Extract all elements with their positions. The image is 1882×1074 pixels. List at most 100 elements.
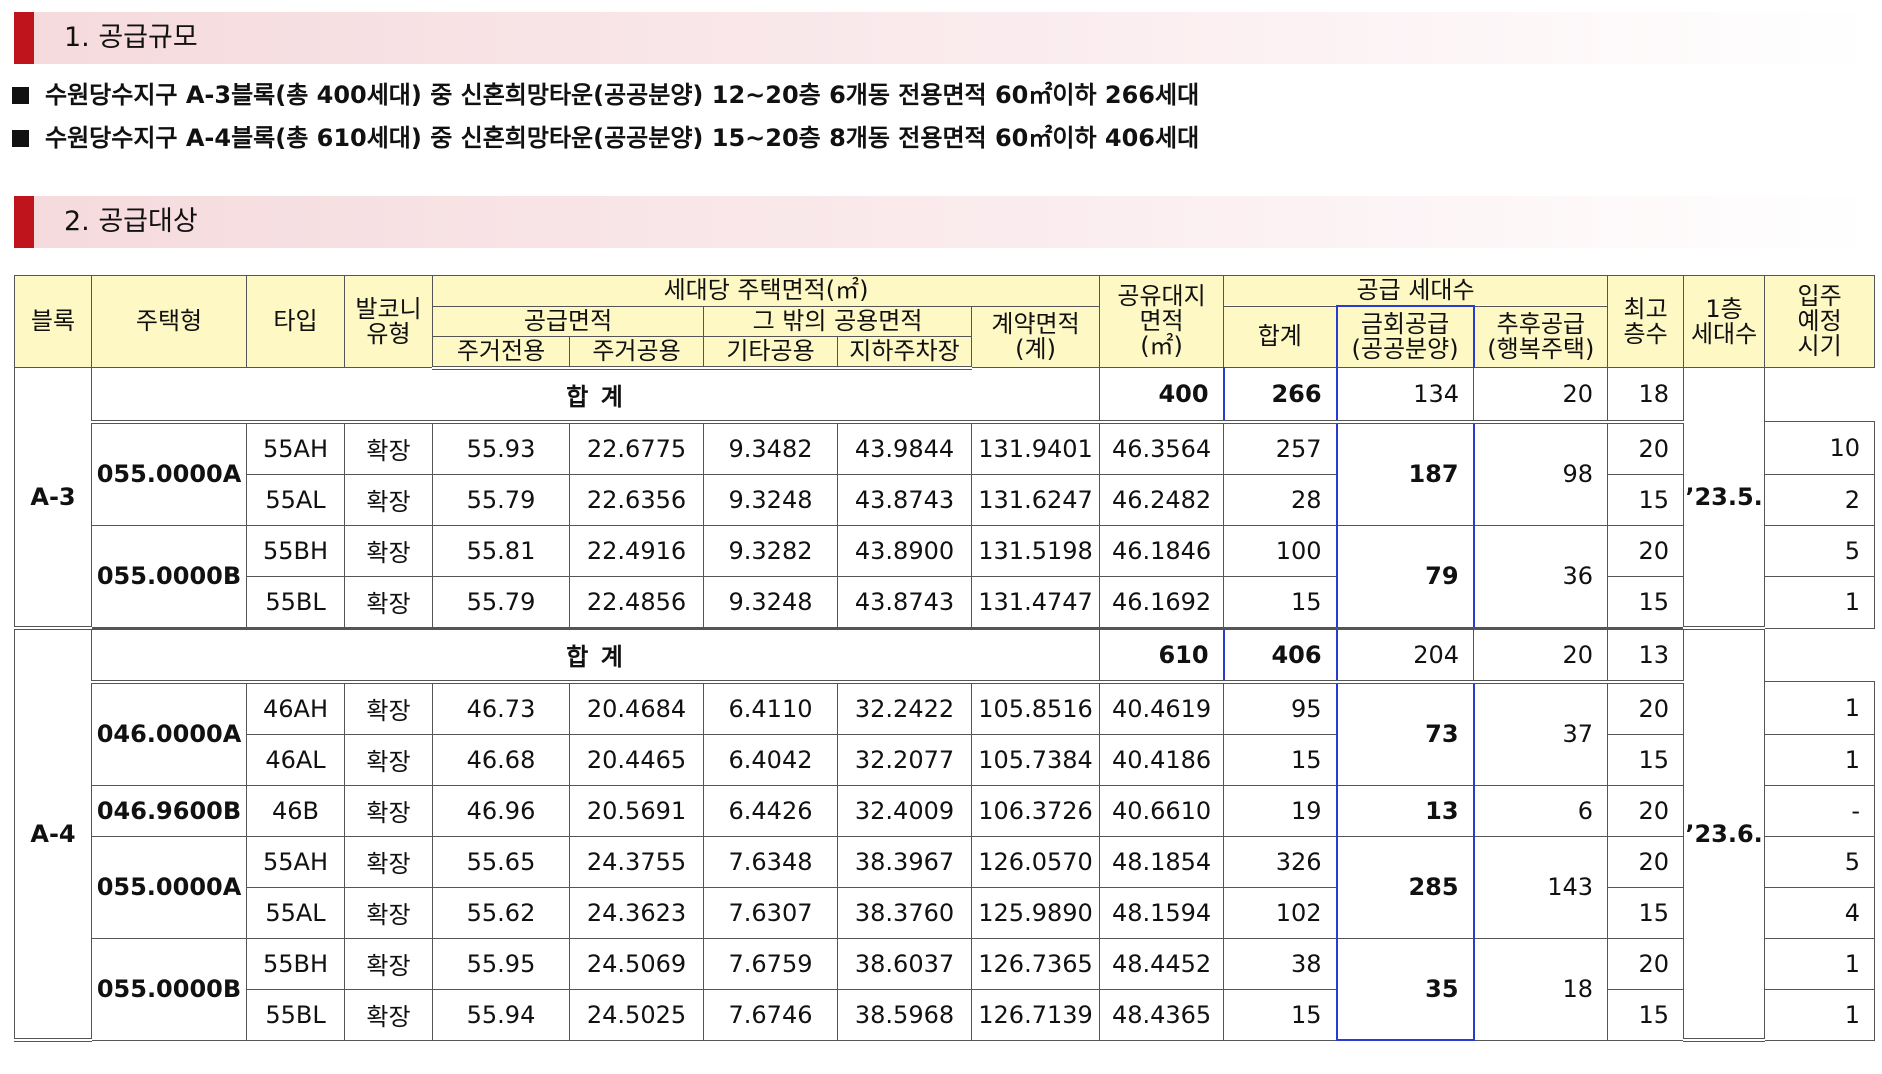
supply-table: 블록 주택형 타입 발코니 유형 세대당 주택면적(㎡) 공유대지 면적 (㎡) 공급… xyxy=(14,275,1876,1042)
other-common-area: 7.6746 xyxy=(703,988,838,1041)
parking-area: 32.2077 xyxy=(837,733,972,786)
other-common-area: 9.3282 xyxy=(703,524,838,577)
unit-sum: 326 xyxy=(1223,835,1338,888)
contract-area: 126.0570 xyxy=(970,835,1101,888)
table-row: 046.0000A 46AH 확장 46.73 20.4684 6.4110 32.2422… xyxy=(15,681,1876,786)
housing-type: 046.0000A xyxy=(91,681,247,786)
exclusive-area: 55.94 xyxy=(432,988,570,1041)
future-supply: 98 xyxy=(1473,421,1609,526)
balcony-cell: 확장 xyxy=(344,421,433,475)
land-area: 48.4365 xyxy=(1099,988,1225,1041)
other-common-area: 7.6348 xyxy=(703,835,838,888)
max-floor: 15 xyxy=(1607,575,1685,629)
max-floor: 20 xyxy=(1607,421,1685,475)
residential-common-area: 20.4465 xyxy=(569,733,704,786)
contract-area: 105.7384 xyxy=(970,733,1101,786)
table-row: 055.0000B 55BH 확장 55.95 24.5069 7.6759 38.6037… xyxy=(15,937,1876,1041)
header-supply-area: 공급면적 xyxy=(432,305,704,337)
exclusive-area: 55.95 xyxy=(432,937,570,990)
section-title: 2. 공급대상 xyxy=(64,206,198,237)
parking-area: 43.8743 xyxy=(837,473,972,526)
residential-common-area: 20.4684 xyxy=(569,681,704,735)
header-max-floor: 최고 층수 xyxy=(1607,275,1685,368)
first-floor-units: 1 xyxy=(1764,575,1876,629)
max-floor: 20 xyxy=(1607,524,1685,577)
parking-area: 38.3760 xyxy=(837,886,972,939)
housing-type: 055.0000A xyxy=(91,835,247,939)
residential-common-area: 20.5691 xyxy=(569,784,704,837)
total-max-floor: 20 xyxy=(1473,367,1609,424)
exclusive-area: 55.79 xyxy=(432,473,570,526)
future-supply: 143 xyxy=(1473,835,1609,939)
section-marker xyxy=(14,12,34,64)
section-header-supply-scale: 1. 공급규모 xyxy=(14,12,1874,64)
contract-area: 126.7139 xyxy=(970,988,1101,1041)
header-residential-common: 주거공용 xyxy=(569,335,704,370)
table-row: 55BL 확장 55.79 22.4856 9.3248 43.8743 131.4747 4… xyxy=(15,575,1876,629)
contract-area: 131.6247 xyxy=(970,473,1101,526)
land-area: 48.1854 xyxy=(1099,835,1225,888)
table-row: 055.0000A 55AH 확장 55.93 22.6775 9.3482 43.9844… xyxy=(15,421,1876,526)
type-cell: 55AH xyxy=(246,421,345,475)
first-floor-units: 1 xyxy=(1764,937,1876,990)
contract-area: 106.3726 xyxy=(970,784,1101,837)
total-future: 204 xyxy=(1336,626,1475,684)
future-supply: 36 xyxy=(1473,524,1609,629)
balcony-cell: 확장 xyxy=(344,886,433,939)
max-floor: 15 xyxy=(1607,473,1685,526)
move-in-date: ’23.6. xyxy=(1683,626,1766,1042)
other-common-area: 9.3248 xyxy=(703,575,838,629)
header-future-supply: 추후공급 (행복주택) xyxy=(1473,305,1609,368)
parking-area: 43.8900 xyxy=(837,524,972,577)
header-sum: 합계 xyxy=(1223,305,1338,368)
header-area-per-unit: 세대당 주택면적(㎡) xyxy=(431,275,1101,307)
unit-sum: 28 xyxy=(1223,473,1338,526)
header-move-in: 입주 예정 시기 xyxy=(1764,275,1876,368)
residential-common-area: 24.3755 xyxy=(569,835,704,888)
balcony-cell: 확장 xyxy=(344,473,433,526)
parking-area: 43.9844 xyxy=(837,421,972,475)
table-row: 046.9600B 46B 확장 46.96 20.5691 6.4426 32.4009 1… xyxy=(15,784,1876,837)
unit-sum: 100 xyxy=(1223,524,1338,577)
total-row: A-3 합 계 400 266 134 20 18’23.5. xyxy=(14,367,1875,630)
first-floor-units: 5 xyxy=(1764,835,1876,888)
other-common-area: 9.3482 xyxy=(703,421,838,475)
contract-area: 131.4747 xyxy=(970,575,1101,629)
unit-sum: 95 xyxy=(1223,681,1338,735)
header-block: 블록 xyxy=(14,275,92,368)
table-row: 055.0000A 55AH 확장 55.65 24.3755 7.6348 38.3967… xyxy=(15,835,1876,939)
header-other-common: 그 밖의 공용면적 xyxy=(703,305,972,337)
table-row: 55AL 확장 55.62 24.3623 7.6307 38.3760 125.9890 4… xyxy=(15,886,1876,939)
header-first-floor: 1층 세대수 xyxy=(1683,275,1766,368)
current-supply: 13 xyxy=(1335,784,1475,837)
other-common-area: 7.6759 xyxy=(703,937,838,990)
type-cell: 55BH xyxy=(246,524,345,577)
max-floor: 20 xyxy=(1607,681,1685,735)
parking-area: 38.3967 xyxy=(837,835,972,888)
max-floor: 20 xyxy=(1607,937,1685,990)
unit-sum: 15 xyxy=(1223,575,1338,629)
balcony-cell: 확장 xyxy=(344,784,433,837)
header-parking: 지하주차장 xyxy=(837,335,972,370)
land-area: 48.4452 xyxy=(1099,937,1225,990)
exclusive-area: 46.73 xyxy=(432,681,570,735)
section-marker xyxy=(14,196,34,248)
first-floor-units: 10 xyxy=(1764,421,1876,475)
exclusive-area: 46.68 xyxy=(432,733,570,786)
total-first-floor: 13 xyxy=(1607,626,1685,684)
contract-area: 105.8516 xyxy=(970,681,1101,735)
type-cell: 46B xyxy=(246,784,345,837)
land-area: 46.1692 xyxy=(1099,575,1225,629)
housing-type: 055.0000B xyxy=(91,937,247,1041)
exclusive-area: 46.96 xyxy=(432,784,570,837)
current-supply: 35 xyxy=(1335,937,1475,1041)
header-housing-type: 주택형 xyxy=(91,275,247,368)
first-floor-units: 2 xyxy=(1764,473,1876,526)
type-cell: 55AH xyxy=(246,835,345,888)
type-cell: 55AL xyxy=(246,473,345,526)
block-name: A-3 xyxy=(14,367,92,630)
max-floor: 15 xyxy=(1607,988,1685,1041)
residential-common-area: 24.5025 xyxy=(569,988,704,1041)
exclusive-area: 55.81 xyxy=(432,524,570,577)
unit-sum: 15 xyxy=(1223,733,1338,786)
